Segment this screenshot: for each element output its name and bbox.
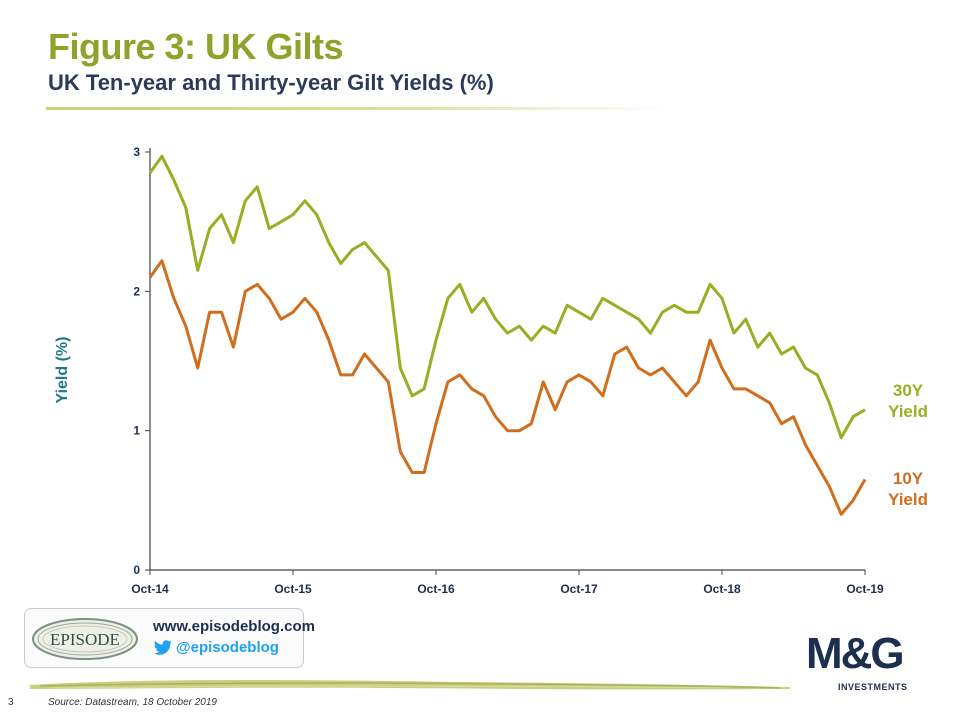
- header-divider: [46, 107, 666, 110]
- y-axis-label: Yield (%): [54, 337, 71, 404]
- y-tick-label: 1: [133, 424, 140, 438]
- x-tick-label: Oct-15: [274, 582, 312, 596]
- mg-investments-logo: M&G INVESTMENTS: [806, 630, 931, 700]
- x-tick-label: Oct-16: [417, 582, 455, 596]
- series-label-10y-line1: 10Y: [892, 469, 924, 488]
- episode-logo-text: EPISODE: [50, 630, 120, 649]
- episode-twitter-link[interactable]: @episodeblog: [153, 639, 279, 656]
- source-note: Source: Datastream, 18 October 2019: [48, 697, 217, 708]
- series-label-10y-line2: Yield: [888, 490, 928, 509]
- x-tick-label: Oct-18: [703, 582, 741, 596]
- page-title: Figure 3: UK Gilts: [48, 26, 344, 67]
- x-tick-label: Oct-17: [560, 582, 598, 596]
- mg-logo-mark: M&G: [806, 629, 905, 678]
- brushstroke-divider: [30, 680, 790, 690]
- series-label-30y-line1: 30Y: [892, 381, 924, 400]
- mg-logo-subtitle: INVESTMENTS: [838, 682, 908, 692]
- episode-logo: EPISODE: [32, 618, 138, 660]
- x-tick-label: Oct-19: [846, 582, 884, 596]
- episode-website-link[interactable]: www.episodeblog.com: [153, 618, 315, 635]
- y-tick-label: 2: [133, 284, 140, 298]
- series-label-10y: 10Y Yield: [878, 468, 938, 510]
- page-subtitle: UK Ten-year and Thirty-year Gilt Yields …: [48, 70, 494, 95]
- series-label-30y-line2: Yield: [888, 402, 928, 421]
- series-label-30y: 30Y Yield: [878, 380, 938, 422]
- episode-twitter-handle[interactable]: @episodeblog: [176, 639, 279, 656]
- line-chart: 0 1 2 3 Oct-14 Oct-15 Oct-16 Oct-17 Oct-18 Oct-19…: [54, 145, 884, 596]
- x-tick-label: Oct-14: [131, 582, 169, 596]
- page-number: 3: [8, 697, 14, 708]
- series-line-30y: [148, 154, 866, 440]
- chart-series: [148, 154, 867, 516]
- chart-axes: 0 1 2 3 Oct-14 Oct-15 Oct-16 Oct-17 Oct-18 Oct-19: [131, 145, 884, 596]
- y-tick-label: 3: [133, 145, 140, 159]
- y-tick-label: 0: [133, 563, 140, 577]
- twitter-bird-icon: [153, 639, 172, 655]
- series-line-10y: [148, 259, 867, 516]
- episode-promo-box[interactable]: EPISODE www.episodeblog.com @episodeblog: [24, 608, 315, 668]
